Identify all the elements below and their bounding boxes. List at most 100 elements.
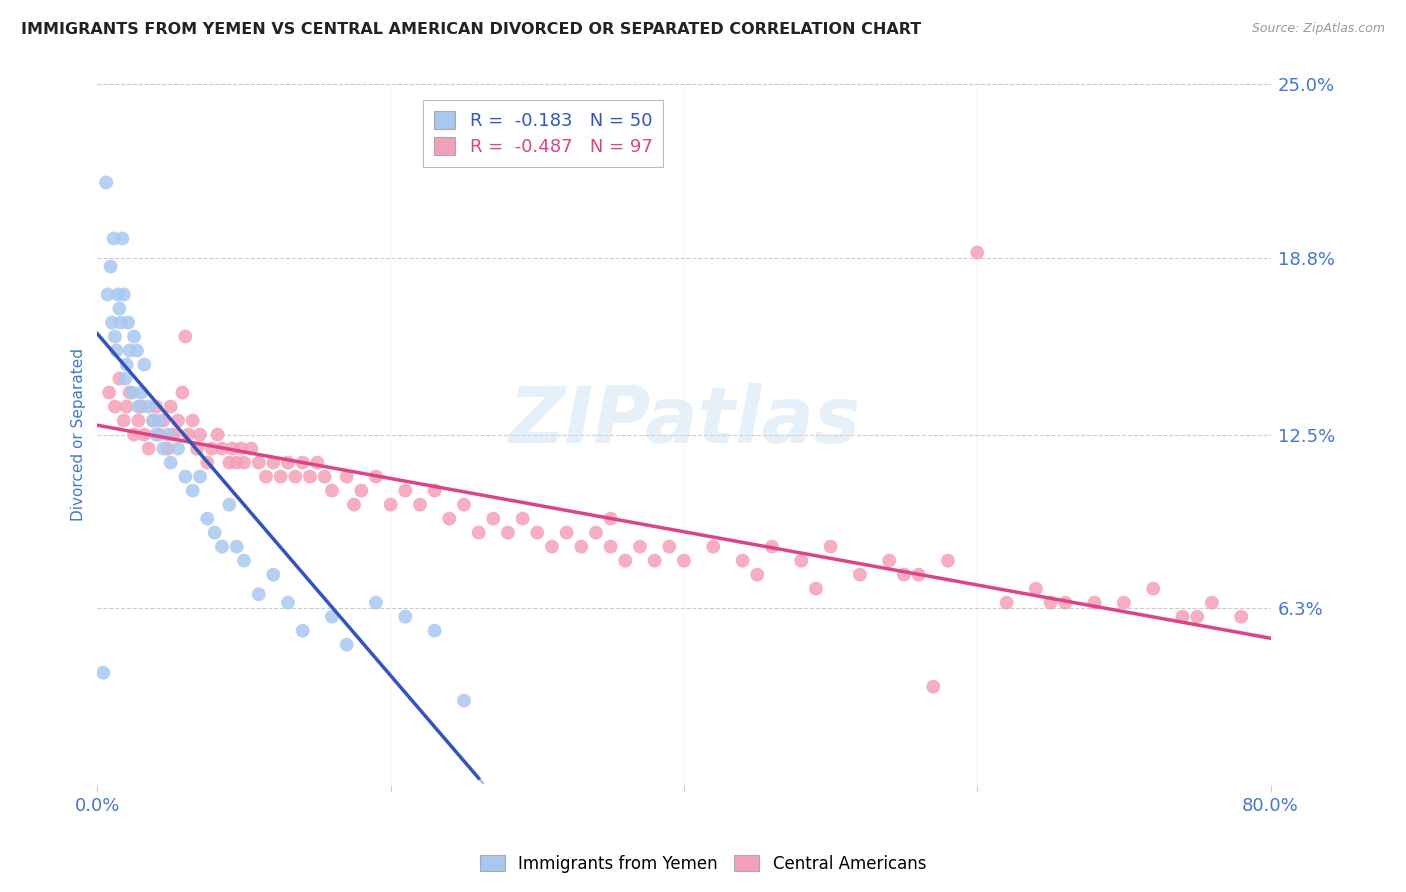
Point [101, 316, 124, 330]
Point [254, 469, 277, 483]
Point [218, 498, 240, 512]
Point [159, 400, 181, 414]
Point [204, 525, 226, 540]
Point [105, 343, 128, 358]
Point [145, 427, 167, 442]
Point [350, 483, 373, 498]
Point [247, 587, 270, 601]
Point [423, 624, 446, 638]
Point [172, 385, 194, 400]
Point [152, 442, 174, 456]
Point [569, 540, 592, 554]
Point [94, 176, 117, 190]
Text: ZIPatlas: ZIPatlas [508, 383, 860, 458]
Point [225, 456, 247, 470]
Point [181, 414, 204, 428]
Point [658, 540, 681, 554]
Point [1230, 609, 1253, 624]
Text: IMMIGRANTS FROM YEMEN VS CENTRAL AMERICAN DIVORCED OR SEPARATED CORRELATION CHAR: IMMIGRANTS FROM YEMEN VS CENTRAL AMERICA… [21, 22, 921, 37]
Point [599, 540, 621, 554]
Point [423, 483, 446, 498]
Point [262, 456, 284, 470]
Point [148, 427, 170, 442]
Point [181, 483, 204, 498]
Point [131, 400, 153, 414]
Point [174, 329, 197, 343]
Point [614, 554, 637, 568]
Point [922, 680, 945, 694]
Point [291, 456, 314, 470]
Point [117, 316, 139, 330]
Point [142, 414, 165, 428]
Point [321, 609, 343, 624]
Point [512, 511, 534, 525]
Point [336, 638, 359, 652]
Point [233, 554, 256, 568]
Point [394, 483, 416, 498]
Point [298, 469, 321, 483]
Point [1054, 596, 1077, 610]
Point [122, 329, 145, 343]
Point [134, 358, 156, 372]
Point [1112, 596, 1135, 610]
Point [225, 540, 247, 554]
Point [747, 567, 769, 582]
Point [262, 567, 284, 582]
Point [121, 385, 143, 400]
Point [1039, 596, 1062, 610]
Point [439, 511, 461, 525]
Point [207, 427, 229, 442]
Point [1201, 596, 1223, 610]
Point [453, 498, 475, 512]
Point [107, 287, 129, 301]
Point [110, 316, 132, 330]
Point [1084, 596, 1107, 610]
Point [1187, 609, 1209, 624]
Legend: R =  -0.183   N = 50, R =  -0.487   N = 97: R = -0.183 N = 50, R = -0.487 N = 97 [423, 101, 664, 167]
Point [100, 260, 122, 274]
Point [211, 540, 233, 554]
Point [307, 456, 329, 470]
Point [277, 596, 299, 610]
Point [162, 427, 184, 442]
Point [97, 287, 120, 301]
Point [152, 414, 174, 428]
Point [849, 567, 872, 582]
Point [201, 442, 224, 456]
Point [893, 567, 915, 582]
Point [314, 469, 336, 483]
Point [247, 456, 270, 470]
Point [114, 371, 136, 385]
Legend: Immigrants from Yemen, Central Americans: Immigrants from Yemen, Central Americans [472, 848, 934, 880]
Point [482, 511, 505, 525]
Point [467, 525, 489, 540]
Point [599, 511, 621, 525]
Point [122, 427, 145, 442]
Point [240, 442, 263, 456]
Point [394, 609, 416, 624]
Point [761, 540, 783, 554]
Y-axis label: Divorced or Separated: Divorced or Separated [72, 348, 86, 521]
Point [233, 456, 256, 470]
Point [167, 442, 190, 456]
Point [108, 301, 131, 316]
Text: Source: ZipAtlas.com: Source: ZipAtlas.com [1251, 22, 1385, 36]
Point [159, 456, 181, 470]
Point [112, 287, 135, 301]
Point [702, 540, 724, 554]
Point [104, 329, 127, 343]
Point [343, 498, 366, 512]
Point [966, 245, 988, 260]
Point [188, 427, 211, 442]
Point [555, 525, 578, 540]
Point [115, 358, 138, 372]
Point [142, 414, 165, 428]
Point [138, 400, 160, 414]
Point [115, 400, 138, 414]
Point [877, 554, 900, 568]
Point [103, 231, 125, 245]
Point [195, 456, 218, 470]
Point [541, 540, 564, 554]
Point [127, 414, 149, 428]
Point [526, 525, 548, 540]
